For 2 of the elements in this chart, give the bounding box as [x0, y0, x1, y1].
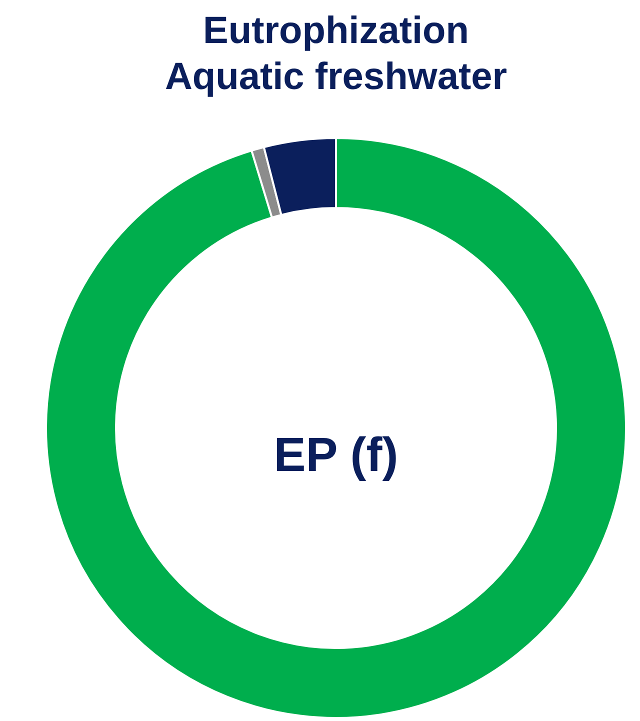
text: EP (f)	[272, 429, 400, 482]
chart-title: Eutrophization Aquatic freshwater	[164, 9, 508, 100]
